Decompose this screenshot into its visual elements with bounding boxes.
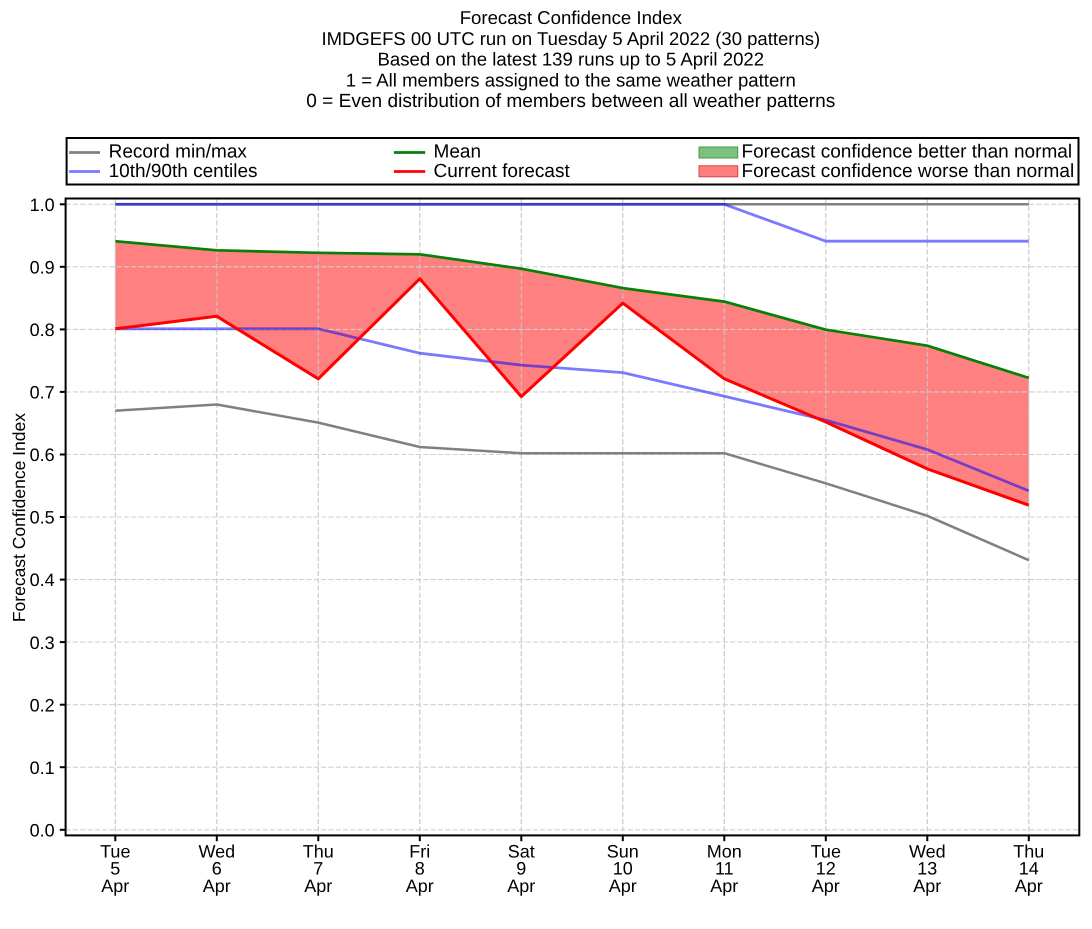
svg-text:Apr: Apr: [304, 876, 332, 896]
svg-text:13: 13: [917, 859, 937, 879]
svg-text:Apr: Apr: [913, 876, 941, 896]
svg-text:Thu: Thu: [1013, 842, 1044, 862]
svg-text:Mon: Mon: [707, 842, 742, 862]
svg-text:IMDGEFS 00 UTC run on Tuesday: IMDGEFS 00 UTC run on Tuesday 5 April 20…: [321, 28, 820, 49]
svg-text:0.4: 0.4: [30, 570, 55, 590]
svg-text:0.7: 0.7: [30, 383, 55, 403]
svg-text:Sun: Sun: [607, 842, 639, 862]
svg-text:1 = All members assigned to th: 1 = All members assigned to the same wea…: [346, 69, 796, 90]
svg-text:Apr: Apr: [609, 876, 637, 896]
svg-text:0.0: 0.0: [30, 820, 55, 840]
svg-text:Apr: Apr: [406, 876, 434, 896]
svg-text:Forecast confidence worse than: Forecast confidence worse than normal: [742, 161, 1075, 182]
svg-text:0.5: 0.5: [30, 508, 55, 528]
svg-text:0.3: 0.3: [30, 633, 55, 653]
svg-text:Forecast Confidence Index: Forecast Confidence Index: [460, 7, 683, 28]
svg-text:Thu: Thu: [303, 842, 334, 862]
svg-text:0.2: 0.2: [30, 695, 55, 715]
svg-text:Apr: Apr: [507, 876, 535, 896]
svg-text:Mean: Mean: [434, 142, 482, 163]
svg-text:Record min/max: Record min/max: [109, 142, 248, 163]
svg-text:Forecast Confidence Index: Forecast Confidence Index: [9, 413, 29, 622]
svg-text:Tue: Tue: [100, 842, 130, 862]
svg-text:Wed: Wed: [198, 842, 235, 862]
svg-text:6: 6: [212, 859, 222, 879]
svg-text:5: 5: [110, 859, 120, 879]
svg-text:Fri: Fri: [409, 842, 430, 862]
svg-text:0.8: 0.8: [30, 320, 55, 340]
svg-text:Apr: Apr: [101, 876, 129, 896]
svg-text:0.6: 0.6: [30, 445, 55, 465]
svg-text:0 = Even distribution of membe: 0 = Even distribution of members between…: [306, 91, 835, 112]
svg-text:0.9: 0.9: [30, 257, 55, 277]
svg-text:Current forecast: Current forecast: [434, 161, 571, 182]
svg-text:8: 8: [415, 859, 425, 879]
svg-text:14: 14: [1019, 859, 1039, 879]
svg-text:9: 9: [516, 859, 526, 879]
svg-text:Apr: Apr: [812, 876, 840, 896]
svg-text:Wed: Wed: [909, 842, 946, 862]
svg-text:12: 12: [816, 859, 836, 879]
svg-text:Apr: Apr: [1015, 876, 1043, 896]
svg-text:11: 11: [715, 859, 734, 879]
svg-text:10th/90th centiles: 10th/90th centiles: [109, 161, 258, 182]
svg-text:Apr: Apr: [710, 876, 738, 896]
svg-text:Tue: Tue: [811, 842, 841, 862]
svg-text:Based on the latest 139 runs u: Based on the latest 139 runs up to 5 Apr…: [377, 49, 764, 70]
svg-text:Apr: Apr: [203, 876, 231, 896]
svg-text:0.1: 0.1: [30, 758, 55, 778]
svg-text:1.0: 1.0: [30, 195, 55, 215]
svg-text:10: 10: [613, 859, 633, 879]
svg-text:Forecast confidence better tha: Forecast confidence better than normal: [742, 142, 1073, 163]
svg-text:7: 7: [313, 859, 323, 879]
svg-text:Sat: Sat: [508, 842, 535, 862]
